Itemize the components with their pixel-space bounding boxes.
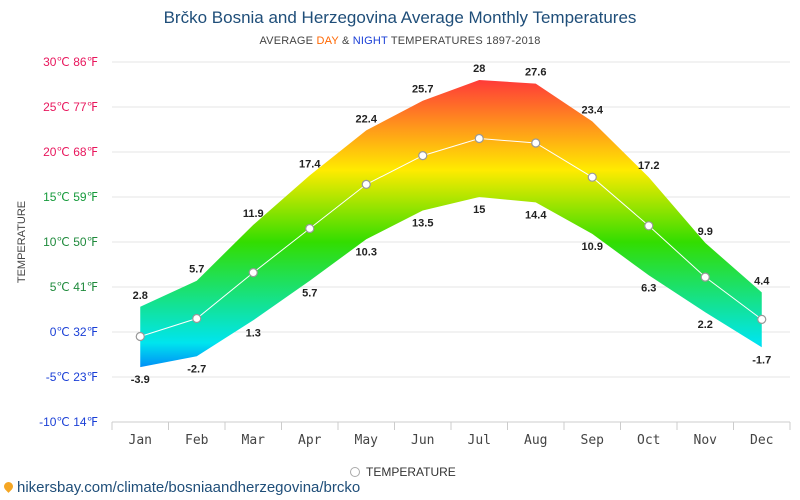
day-value-label: 28 (473, 63, 485, 75)
average-temperature-point (644, 221, 654, 231)
average-temperature-point (474, 133, 484, 144)
day-value-label: 4.4 (754, 275, 770, 287)
label-layer: 2.8 5.7 11.9 17.4 22.4 25.7 28 27.6 23.4 17.2 9.9 4… (131, 63, 771, 386)
x-tick-label: Jun (411, 433, 434, 448)
average-temperature-point (135, 331, 145, 342)
night-value-label: 13.5 (412, 218, 433, 230)
average-temperature-point (305, 223, 315, 234)
subtitle-suffix: TEMPERATURES 1897-2018 (387, 35, 541, 47)
average-temperature-point (587, 172, 597, 182)
night-value-label: 14.4 (525, 209, 547, 221)
day-value-label: 9.9 (698, 226, 713, 238)
day-night-temperature-band (140, 80, 762, 368)
band-layer (140, 80, 762, 368)
day-value-label: 2.8 (133, 290, 148, 302)
average-temperature-point (418, 151, 428, 161)
subtitle-day: DAY (316, 35, 339, 47)
chart-subtitle: AVERAGE DAY & NIGHT TEMPERATURES 1897-20… (0, 35, 800, 47)
average-temperature-point (361, 179, 371, 189)
subtitle-and: & (338, 35, 353, 47)
day-value-label: 5.7 (189, 264, 204, 276)
y-tick-label: -10℃ 14℉ (39, 415, 98, 429)
x-tick-label: Oct (637, 433, 660, 448)
day-value-label: 25.7 (412, 84, 433, 96)
day-value-label: 27.6 (525, 67, 546, 79)
x-tick-label: Apr (298, 433, 322, 448)
x-tick-label: Dec (750, 433, 773, 448)
y-tick-label: 15℃ 59℉ (43, 190, 98, 204)
average-temperature-point (531, 138, 541, 148)
x-tick-label: Aug (524, 433, 547, 448)
y-axis-title: TEMPERATURE (16, 201, 28, 283)
night-value-label: -2.7 (187, 363, 206, 375)
day-value-label: 22.4 (356, 113, 378, 125)
subtitle-prefix: AVERAGE (259, 35, 317, 47)
x-tick-label: May (355, 433, 379, 448)
day-value-label: 11.9 (243, 208, 264, 220)
y-tick-label: 20℃ 68℉ (43, 145, 98, 159)
y-tick-label: 10℃ 50℉ (43, 235, 98, 249)
average-temperature-point (192, 313, 202, 324)
night-value-label: 1.3 (246, 327, 261, 339)
chart-title: Brčko Bosnia and Herzegovina Average Mon… (163, 8, 637, 27)
day-value-label: 23.4 (582, 104, 604, 116)
x-tick-label: Nov (694, 433, 718, 448)
night-value-label: 6.3 (641, 282, 656, 294)
night-value-label: -1.7 (752, 354, 771, 366)
x-tick-label: Jan (129, 433, 152, 448)
y-tick-label: 5℃ 41℉ (50, 280, 98, 294)
average-temperature-point (757, 314, 767, 324)
x-tick-label: Mar (242, 433, 266, 448)
source-link-text: hikersbay.com/climate/bosniaandherzegovi… (17, 479, 361, 496)
x-tick-label: Sep (581, 433, 605, 448)
x-tick-label: Feb (185, 433, 209, 448)
subtitle-night: NIGHT (352, 35, 388, 47)
day-value-label: 17.2 (638, 160, 659, 172)
legend-marker-icon (350, 467, 360, 477)
legend-label: TEMPERATURE (366, 465, 456, 479)
axis-layer: 30℃ 86℉ 25℃ 77℉ 20℃ 68℉ 15℃ 59℉ 10℃ 50℉ 5℃ 41… (16, 55, 791, 448)
y-tick-label: 0℃ 32℉ (50, 325, 98, 339)
night-value-label: 5.7 (302, 288, 317, 300)
average-temperature-point (248, 268, 258, 278)
night-value-label: 10.9 (582, 241, 603, 253)
average-temperature-line (140, 137, 763, 337)
day-value-label: 17.4 (299, 158, 321, 170)
location-pin-icon (2, 480, 15, 493)
night-value-label: -3.9 (131, 374, 150, 386)
line-layer (135, 133, 767, 342)
legend[interactable]: TEMPERATURE (350, 465, 456, 479)
night-value-label: 10.3 (356, 246, 377, 258)
night-value-label: 2.2 (698, 319, 713, 331)
source-link[interactable]: hikersbay.com/climate/bosniaandherzegovi… (2, 479, 361, 496)
x-tick-label: Jul (468, 433, 491, 448)
y-tick-label: -5℃ 23℉ (46, 370, 98, 384)
average-temperature-point (700, 272, 710, 282)
y-tick-label: 25℃ 77℉ (43, 100, 98, 114)
y-tick-label: 30℃ 86℉ (43, 55, 98, 69)
night-value-label: 15 (473, 204, 485, 216)
